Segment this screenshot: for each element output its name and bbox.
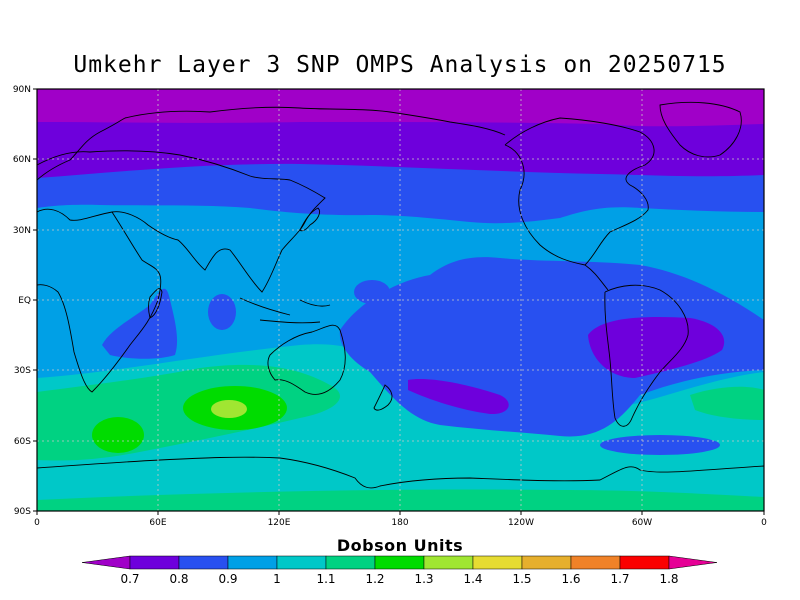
japan-coast <box>299 207 321 232</box>
colorbar-label: 0.8 <box>169 572 188 586</box>
lon-label: 180 <box>391 518 408 528</box>
colorbar-segment <box>521 555 572 570</box>
lat-label: 30N <box>13 226 31 236</box>
lon-label: 0 <box>34 518 40 528</box>
colorbar-segment <box>325 555 376 570</box>
asia-coast <box>37 150 326 293</box>
band-1-2-patch-east <box>690 386 764 420</box>
new-zealand-coast <box>373 384 393 411</box>
antarctic-1-2-band <box>37 489 764 511</box>
south-america-coast <box>604 284 689 427</box>
colorbar-segment <box>423 555 474 570</box>
colorbar-segment <box>227 555 278 570</box>
colorbar-label: 1 <box>273 572 281 586</box>
tick-marks <box>33 88 765 515</box>
lat-label: 60N <box>13 155 31 165</box>
map-title: Umkehr Layer 3 SNP OMPS Analysis on 2025… <box>73 52 727 78</box>
madagascar-coast <box>148 288 163 319</box>
colorbar-segment <box>472 555 523 570</box>
central-america-coast <box>584 264 609 291</box>
colorbar-label: 1.8 <box>659 572 678 586</box>
band-0-9-patch-2 <box>354 280 390 304</box>
colorbar-segment <box>129 555 180 570</box>
lon-label: 120W <box>508 518 534 528</box>
colorbar-label: 1.5 <box>512 572 531 586</box>
north-america-coast <box>504 117 655 266</box>
lat-label: 30S <box>14 366 31 376</box>
band-0-9-patch-1 <box>208 294 236 330</box>
ozone-field <box>37 89 764 511</box>
colorbar-label: 0.7 <box>120 572 139 586</box>
colorbar-label: 1.4 <box>463 572 482 586</box>
band-0-7-north <box>37 89 764 127</box>
lat-label: 60S <box>14 437 31 447</box>
colorbar-label: 1.2 <box>365 572 384 586</box>
colorbar-label: 1.6 <box>561 572 580 586</box>
colorbar: 0.7 0.8 0.9 1 1.1 1.2 1.3 1.4 1.5 1.6 1.7 1.8 <box>81 555 718 586</box>
africa-coast <box>37 208 162 393</box>
colorbar-under-arrow <box>81 555 131 570</box>
max-1-4-indian-ocean <box>211 400 247 418</box>
siberia-coast <box>124 106 506 136</box>
colorbar-label: 0.9 <box>218 572 237 586</box>
band-0-9-patch-3 <box>600 435 720 455</box>
colorbar-label: 1.3 <box>414 572 433 586</box>
lat-label: EQ <box>18 296 31 306</box>
colorbar-label: 1.1 <box>316 572 335 586</box>
lon-label: 60E <box>149 518 166 528</box>
lat-labels: 90N 60N 30N EQ 30S 60S 90S <box>13 85 31 517</box>
europe-coast <box>37 117 126 181</box>
colorbar-segment <box>374 555 425 570</box>
colorbar-label: 1.7 <box>610 572 629 586</box>
lat-label: 90N <box>13 85 31 95</box>
colorbar-title: Dobson Units <box>336 536 464 555</box>
lon-label: 60W <box>632 518 652 528</box>
coastlines <box>37 101 764 489</box>
lat-label: 90S <box>14 507 31 517</box>
colorbar-segment <box>570 555 621 570</box>
max-1-3-south-atlantic <box>92 417 144 453</box>
gridlines <box>37 89 764 511</box>
australia-coast <box>267 324 346 395</box>
min-0-8-south-america <box>588 316 725 378</box>
colorbar-segment <box>619 555 670 570</box>
colorbar-segment <box>276 555 327 570</box>
lon-label: 120E <box>268 518 291 528</box>
colorbar-segment <box>178 555 229 570</box>
lon-label: 0 <box>761 518 767 528</box>
antarctica-coast <box>37 456 764 489</box>
lon-labels: 0 60E 120E 180 120W 60W 0 <box>34 518 767 528</box>
colorbar-over-arrow <box>668 555 718 570</box>
greenland-coast <box>659 101 742 158</box>
min-0-8-south-pacific <box>408 379 509 415</box>
